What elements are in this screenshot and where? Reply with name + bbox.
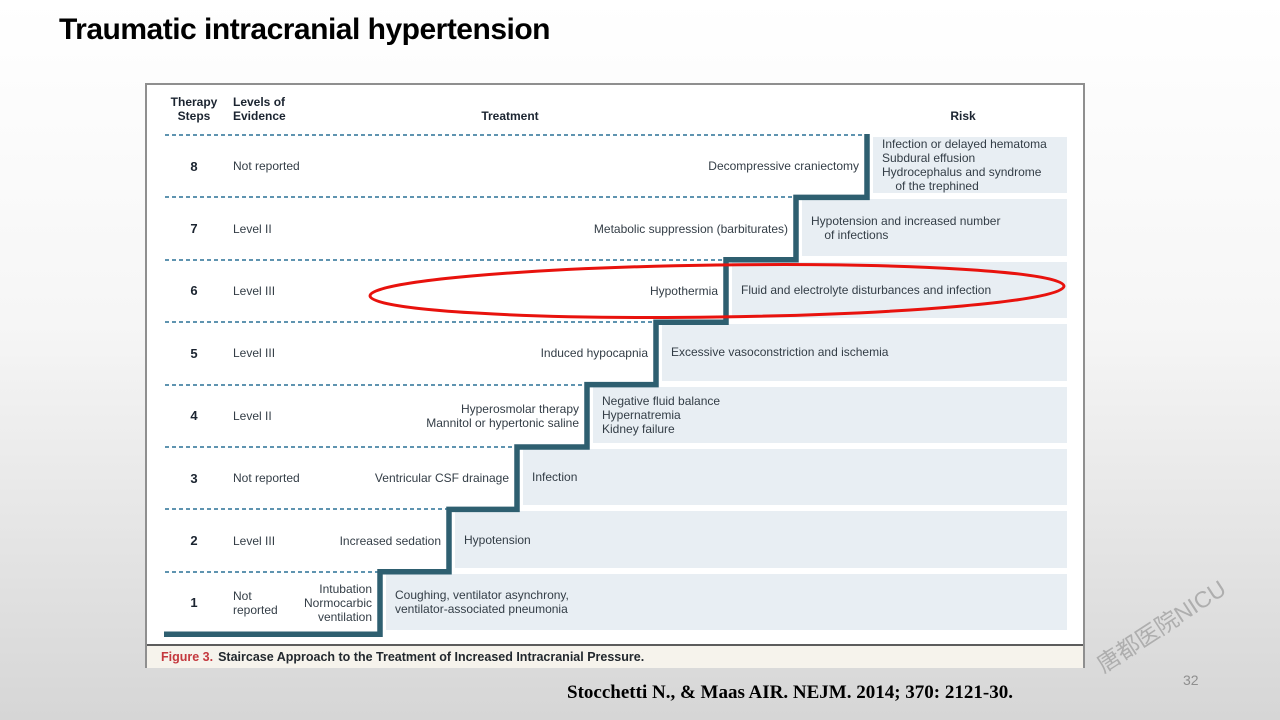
step-number: 8 (190, 158, 198, 174)
evidence-label: Level III (233, 346, 276, 361)
step-number: 2 (190, 533, 198, 549)
evidence-label: Level II (233, 408, 272, 423)
risk-box: Excessive vasoconstriction and ischemia (662, 324, 1067, 381)
risk-label: Hypotension and increased number of infe… (811, 213, 1001, 242)
risk-label: Coughing, ventilator asynchrony, ventila… (395, 587, 569, 616)
risk-box: Coughing, ventilator asynchrony, ventila… (386, 573, 1067, 631)
treatment-label: Induced hypocapnia (540, 346, 648, 361)
risk-label: Fluid and electrolyte disturbances and i… (741, 282, 992, 297)
treatment-label: Hypothermia (649, 283, 718, 298)
evidence-label: Level III (233, 283, 276, 298)
risk-label: Excessive vasoconstriction and ischemia (671, 345, 889, 360)
staircase-figure-panel: Therapy Steps Levels of Evidence Treatme… (145, 83, 1085, 668)
evidence-label: Level II (233, 221, 272, 236)
risk-box: Negative fluid balance Hypernatremia Kid… (593, 386, 1067, 443)
step-number: 6 (190, 283, 198, 299)
treatment-label: Metabolic suppression (barbiturates) (593, 221, 788, 236)
evidence-label: Not reported (233, 159, 300, 174)
watermark-text: 唐都医院NICU (1092, 575, 1231, 678)
risk-box: Hypotension (455, 511, 1067, 568)
treatment-label: Hyperosmolar therapy Mannitol or hyperto… (426, 401, 579, 430)
figure-caption-text: Staircase Approach to the Treatment of I… (218, 650, 645, 664)
column-header-therapy-steps: Therapy Steps (170, 95, 218, 123)
column-header-treatment: Treatment (481, 109, 539, 123)
step-number: 7 (190, 221, 198, 237)
risk-box: Infection (523, 449, 1067, 506)
treatment-label: Intubation Normocarbic ventilation (303, 581, 372, 624)
risk-box: Fluid and electrolyte disturbances and i… (732, 261, 1067, 319)
step-number: 3 (190, 470, 198, 486)
step-number: 5 (190, 345, 198, 361)
reference-citation: Stocchetti N., & Maas AIR. NEJM. 2014; 3… (567, 682, 1013, 703)
treatment-label: Decompressive craniectomy (708, 159, 859, 174)
treatment-label: Increased sedation (339, 533, 441, 548)
column-header-levels-of-evidence: Levels of Evidence (233, 95, 286, 123)
column-header-risk: Risk (950, 109, 976, 123)
step-number: 1 (190, 595, 198, 611)
risk-box: Infection or delayed hematoma Subdural e… (873, 137, 1067, 194)
slide-page-number: 32 (1183, 672, 1199, 688)
risk-label: Hypotension (464, 532, 531, 547)
staircase-diagram: Therapy Steps Levels of Evidence Treatme… (147, 85, 1083, 668)
treatment-label: Ventricular CSF drainage (374, 471, 509, 486)
risk-label: Infection or delayed hematoma Subdural e… (882, 137, 1047, 194)
risk-label: Infection (532, 470, 578, 485)
slide-title: Traumatic intracranial hypertension (59, 13, 551, 46)
risk-label: Negative fluid balance Hypernatremia Kid… (602, 393, 721, 436)
figure-caption: Figure 3. Staircase Approach to the Trea… (147, 644, 1083, 668)
step-number: 4 (190, 408, 198, 424)
risk-box: Hypotension and increased number of infe… (802, 199, 1067, 256)
figure-caption-label: Figure 3. (161, 650, 214, 664)
